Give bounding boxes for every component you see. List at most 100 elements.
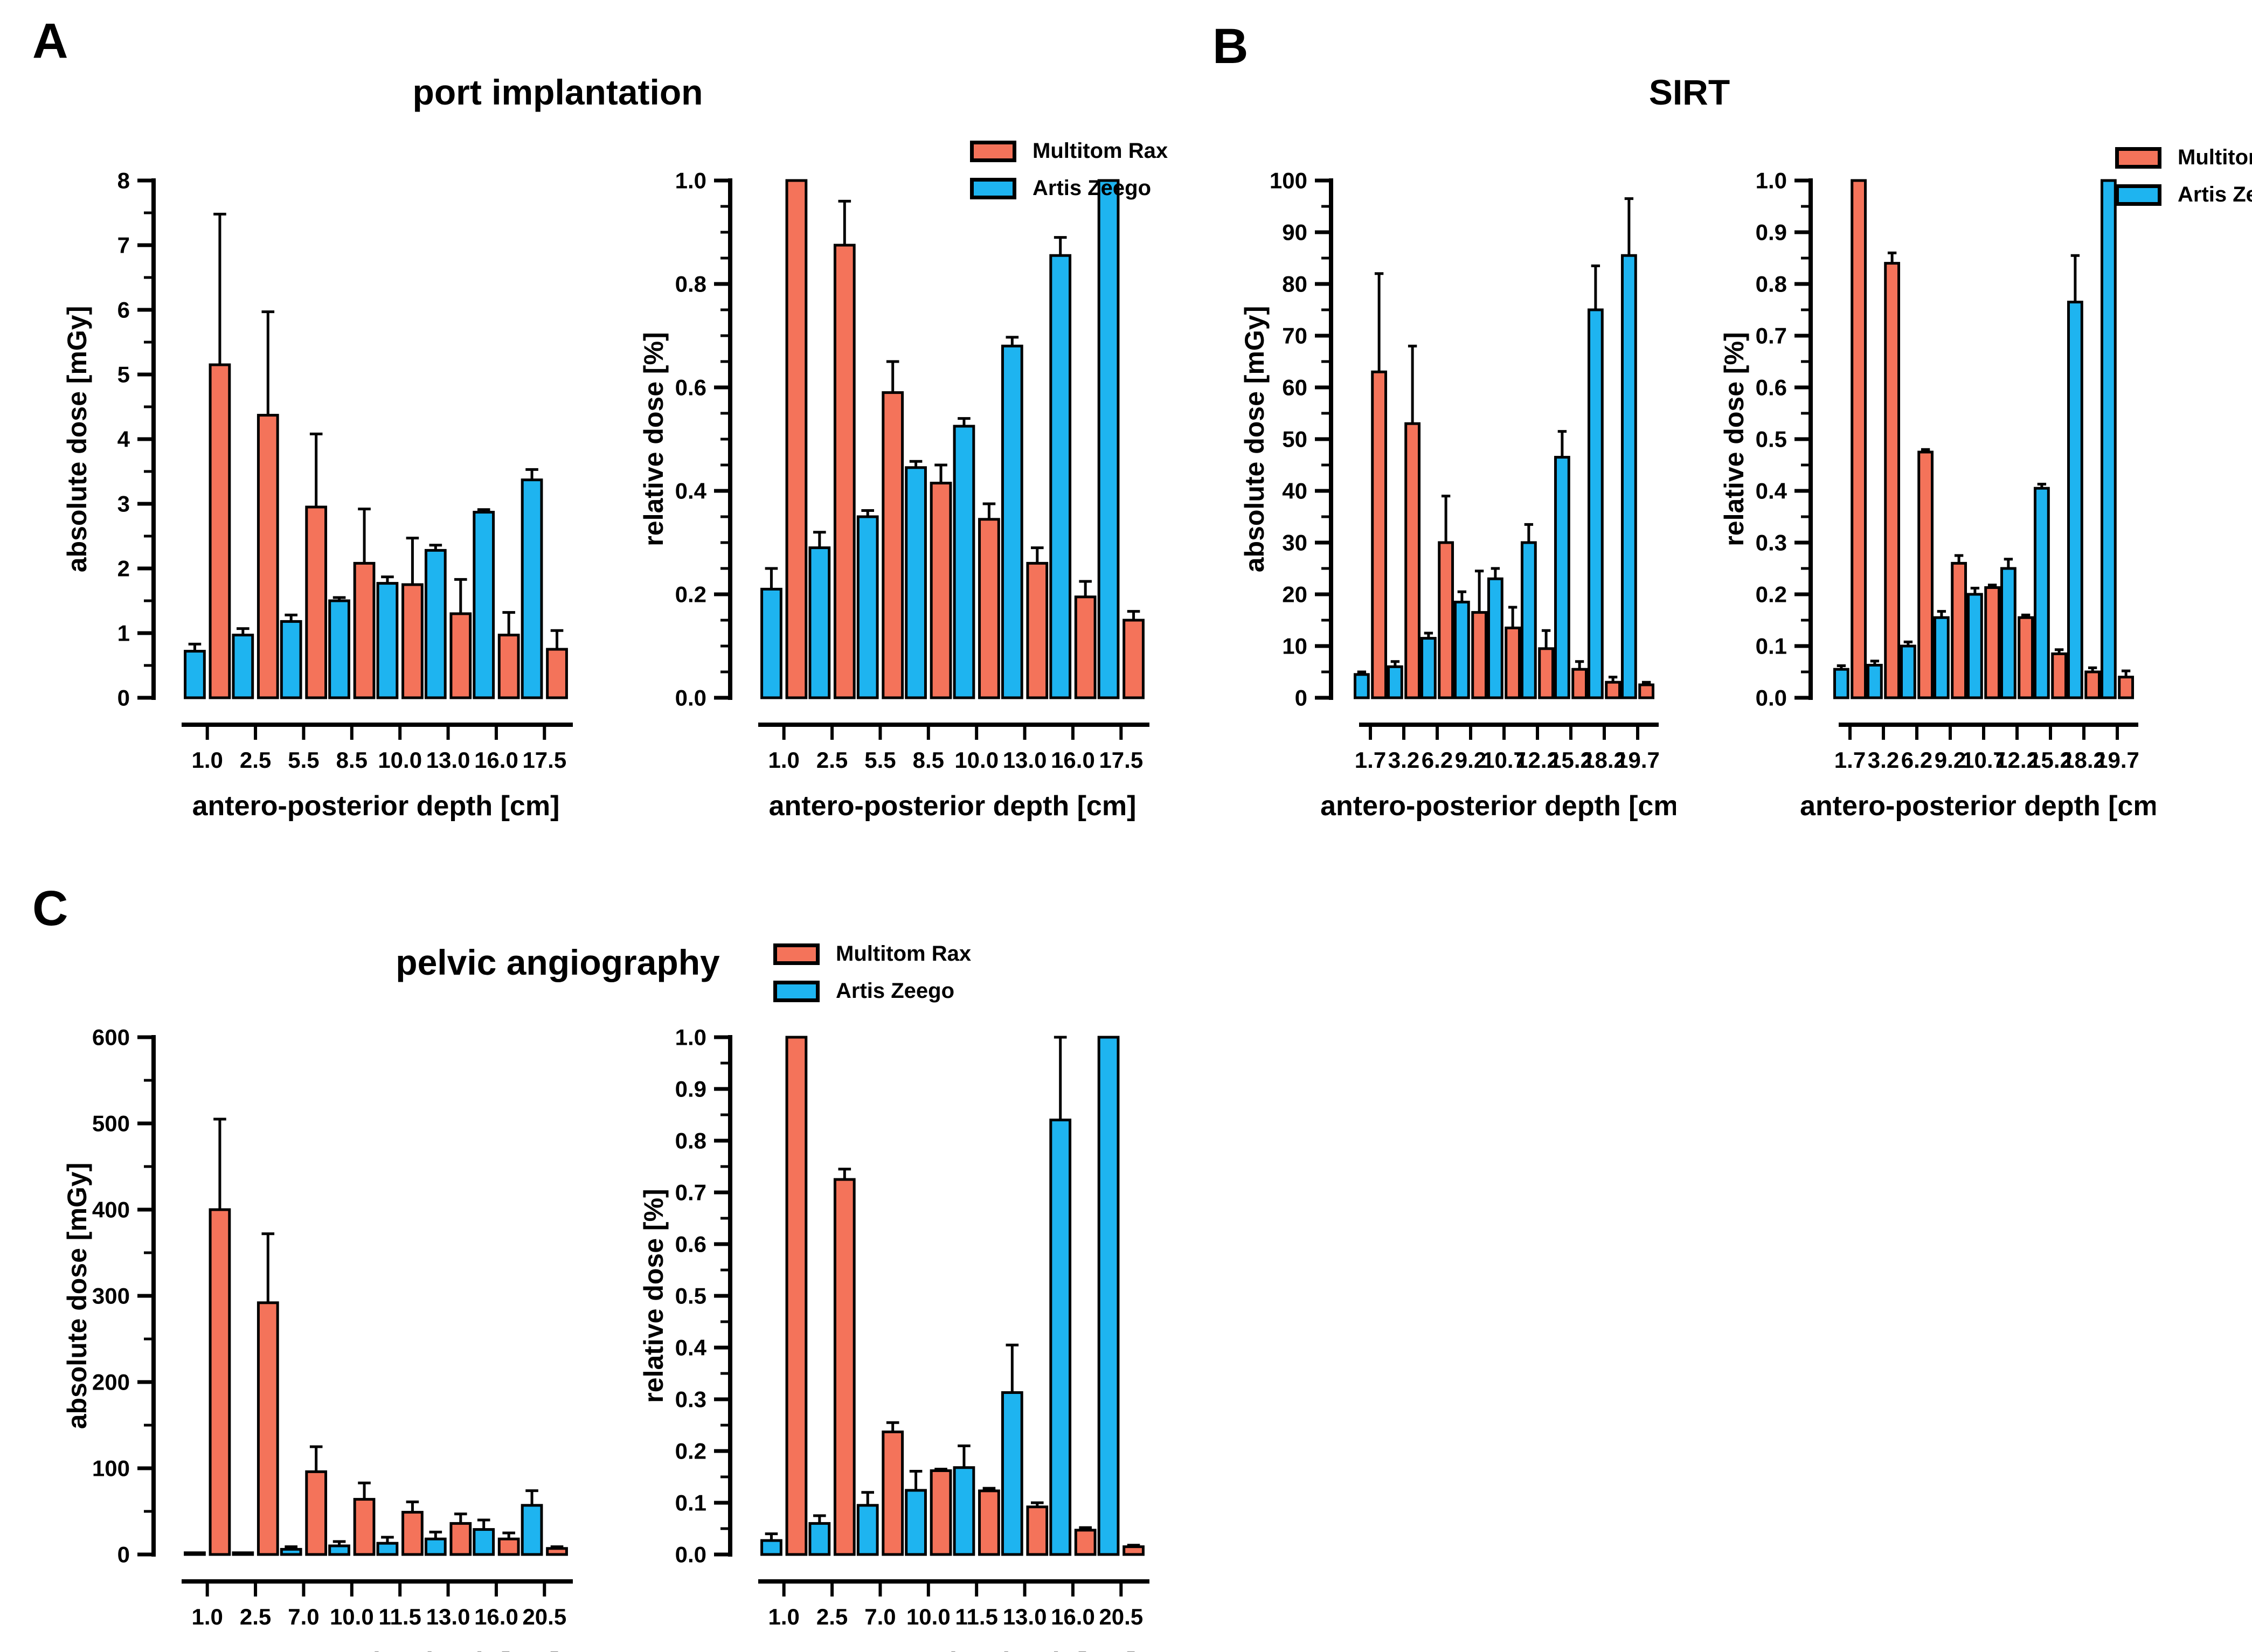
svg-text:0.1: 0.1: [675, 1490, 706, 1516]
legend-label: Multitom Rax: [2178, 145, 2252, 169]
svg-text:5.5: 5.5: [288, 747, 319, 773]
svg-text:10: 10: [1282, 634, 1307, 659]
svg-text:50: 50: [1282, 427, 1307, 452]
svg-text:0.7: 0.7: [675, 1180, 706, 1205]
artis-zeego-swatch-icon: [2115, 184, 2161, 206]
svg-text:20.5: 20.5: [522, 1604, 566, 1629]
chart-c-absolute-dose: 0 100 200 300 400 500 600 absolute dose [mGy] 1.…: [46, 1005, 590, 1652]
legend-item-artis-zeego: Artis Zeego: [2115, 183, 2252, 207]
panel-c-charts: 0 100 200 300 400 500 600 absolute dose [mGy] 1.…: [46, 1005, 1167, 1652]
svg-text:19.7: 19.7: [1616, 747, 1660, 773]
svg-text:9.2: 9.2: [1935, 747, 1966, 773]
svg-text:5.5: 5.5: [864, 747, 896, 773]
svg-text:0.7: 0.7: [1756, 323, 1787, 349]
svg-text:500: 500: [92, 1111, 130, 1136]
svg-text:17.5: 17.5: [1099, 747, 1143, 773]
chart-svg: 0 1 2 3 4 5 6 7 8 absolute dose [mGy] 1.0 2.5 5.5 8.5…: [62, 168, 573, 822]
svg-text:90: 90: [1282, 220, 1307, 245]
svg-text:0.8: 0.8: [675, 1128, 706, 1154]
panel-a: A port implantation 0 1 2 3 4 5 6 7 8 absolute do…: [30, 13, 1183, 865]
svg-text:10.0: 10.0: [954, 747, 999, 773]
svg-text:100: 100: [92, 1456, 130, 1481]
panel-c-title: pelvic angiography: [396, 942, 720, 982]
svg-text:13.0: 13.0: [426, 1604, 470, 1629]
svg-text:3.2: 3.2: [1388, 747, 1419, 773]
legend-label: Artis Zeego: [1033, 176, 1152, 200]
svg-text:0.5: 0.5: [1756, 427, 1787, 452]
svg-text:10.0: 10.0: [378, 747, 422, 773]
svg-text:15.2: 15.2: [2028, 747, 2073, 773]
panel-b: B SIRT 0 10 20 30 40 50 60 70 80 90 100 absolute do…: [1207, 13, 2252, 865]
svg-text:0.8: 0.8: [1756, 272, 1787, 297]
svg-text:8: 8: [117, 168, 130, 193]
svg-text:1.0: 1.0: [768, 747, 799, 773]
panel-b-charts: 0 10 20 30 40 50 60 70 80 90 100 absolute dose [mGy…: [1223, 148, 2167, 850]
chart-svg: 0.0 0.1 0.2 0.3 0.4 0.5 0.6 0.7 0.8 0.9 1.0 relativ…: [639, 1025, 1149, 1652]
multitom-rax-swatch-icon: [773, 943, 820, 965]
svg-text:0.6: 0.6: [675, 1232, 706, 1257]
svg-text:17.5: 17.5: [522, 747, 566, 773]
legend-item-multitom-rax: Multitom Rax: [773, 942, 971, 966]
svg-text:1.0: 1.0: [675, 168, 706, 193]
svg-text:1.0: 1.0: [1756, 168, 1787, 193]
svg-text:400: 400: [92, 1197, 130, 1223]
svg-text:15.2: 15.2: [1549, 747, 1593, 773]
svg-text:11.5: 11.5: [955, 1604, 997, 1629]
panel-a-letter: A: [32, 13, 68, 68]
svg-text:4: 4: [117, 427, 130, 452]
svg-text:8.5: 8.5: [336, 747, 368, 773]
svg-text:13.0: 13.0: [426, 747, 470, 773]
svg-text:10.7: 10.7: [1482, 747, 1526, 773]
svg-text:1.7: 1.7: [1834, 747, 1866, 773]
svg-text:300: 300: [92, 1283, 130, 1309]
svg-text:0: 0: [1295, 685, 1307, 711]
svg-text:0.3: 0.3: [675, 1387, 706, 1412]
multitom-rax-swatch-icon: [970, 140, 1016, 162]
svg-text:20: 20: [1282, 582, 1307, 607]
svg-text:0.4: 0.4: [1756, 478, 1787, 504]
svg-text:2: 2: [117, 556, 130, 581]
svg-text:7: 7: [117, 233, 130, 258]
svg-text:0.8: 0.8: [675, 272, 706, 297]
svg-text:0.0: 0.0: [1756, 685, 1787, 711]
svg-text:2.5: 2.5: [240, 747, 271, 773]
legend-label: Artis Zeego: [836, 979, 955, 1003]
svg-text:70: 70: [1282, 323, 1307, 349]
svg-text:10.7: 10.7: [1962, 747, 2006, 773]
svg-text:0.2: 0.2: [675, 582, 706, 607]
svg-text:16.0: 16.0: [474, 747, 518, 773]
legend-item-multitom-rax: Multitom Rax: [970, 139, 1168, 163]
panel-b-legend: Multitom Rax Artis Zeego: [2115, 145, 2252, 207]
svg-text:0.9: 0.9: [675, 1077, 706, 1102]
svg-text:relative dose [%]: relative dose [%]: [639, 332, 669, 546]
chart-a-relative-dose: 0.0 0.2 0.4 0.6 0.8 1.0 relative dose [%] 1.0 2.…: [622, 148, 1167, 850]
panel-b-letter: B: [1212, 19, 1249, 74]
svg-text:antero-posterior depth [cm]: antero-posterior depth [cm]: [1800, 790, 2156, 822]
svg-text:antero-posterior depth [cm]: antero-posterior depth [cm]: [769, 790, 1137, 822]
panel-c-letter: C: [32, 881, 68, 936]
svg-text:0: 0: [117, 1542, 130, 1567]
svg-text:6: 6: [117, 297, 130, 323]
svg-text:1.0: 1.0: [675, 1025, 706, 1050]
svg-text:0.0: 0.0: [675, 685, 706, 711]
legend-item-multitom-rax: Multitom Rax: [2115, 145, 2252, 170]
panel-c-legend: Multitom Rax Artis Zeego: [773, 942, 971, 1003]
svg-text:antero-posterior depth [cm]: antero-posterior depth [cm]: [769, 1647, 1137, 1652]
svg-text:0.1: 0.1: [1756, 634, 1787, 659]
svg-text:2.5: 2.5: [816, 747, 848, 773]
svg-text:12.2: 12.2: [1995, 747, 2039, 773]
chart-a-absolute-dose: 0 1 2 3 4 5 6 7 8 absolute dose [mGy] 1.0 2.5 5.5 8.5…: [46, 148, 590, 850]
svg-text:40: 40: [1282, 478, 1307, 504]
panel-a-title: port implantation: [412, 72, 703, 112]
svg-text:absolute dose [mGy]: absolute dose [mGy]: [1239, 306, 1270, 573]
svg-text:0.4: 0.4: [675, 1335, 707, 1361]
svg-text:100: 100: [1270, 168, 1307, 193]
svg-text:13.0: 13.0: [1003, 1604, 1047, 1629]
legend-item-artis-zeego: Artis Zeego: [970, 176, 1168, 200]
svg-text:30: 30: [1282, 530, 1307, 556]
artis-zeego-swatch-icon: [970, 177, 1016, 199]
svg-text:antero-posterior depth [cm]: antero-posterior depth [cm]: [192, 1647, 560, 1652]
svg-text:relative dose [%]: relative dose [%]: [1719, 332, 1749, 546]
svg-text:2.5: 2.5: [816, 1604, 848, 1629]
